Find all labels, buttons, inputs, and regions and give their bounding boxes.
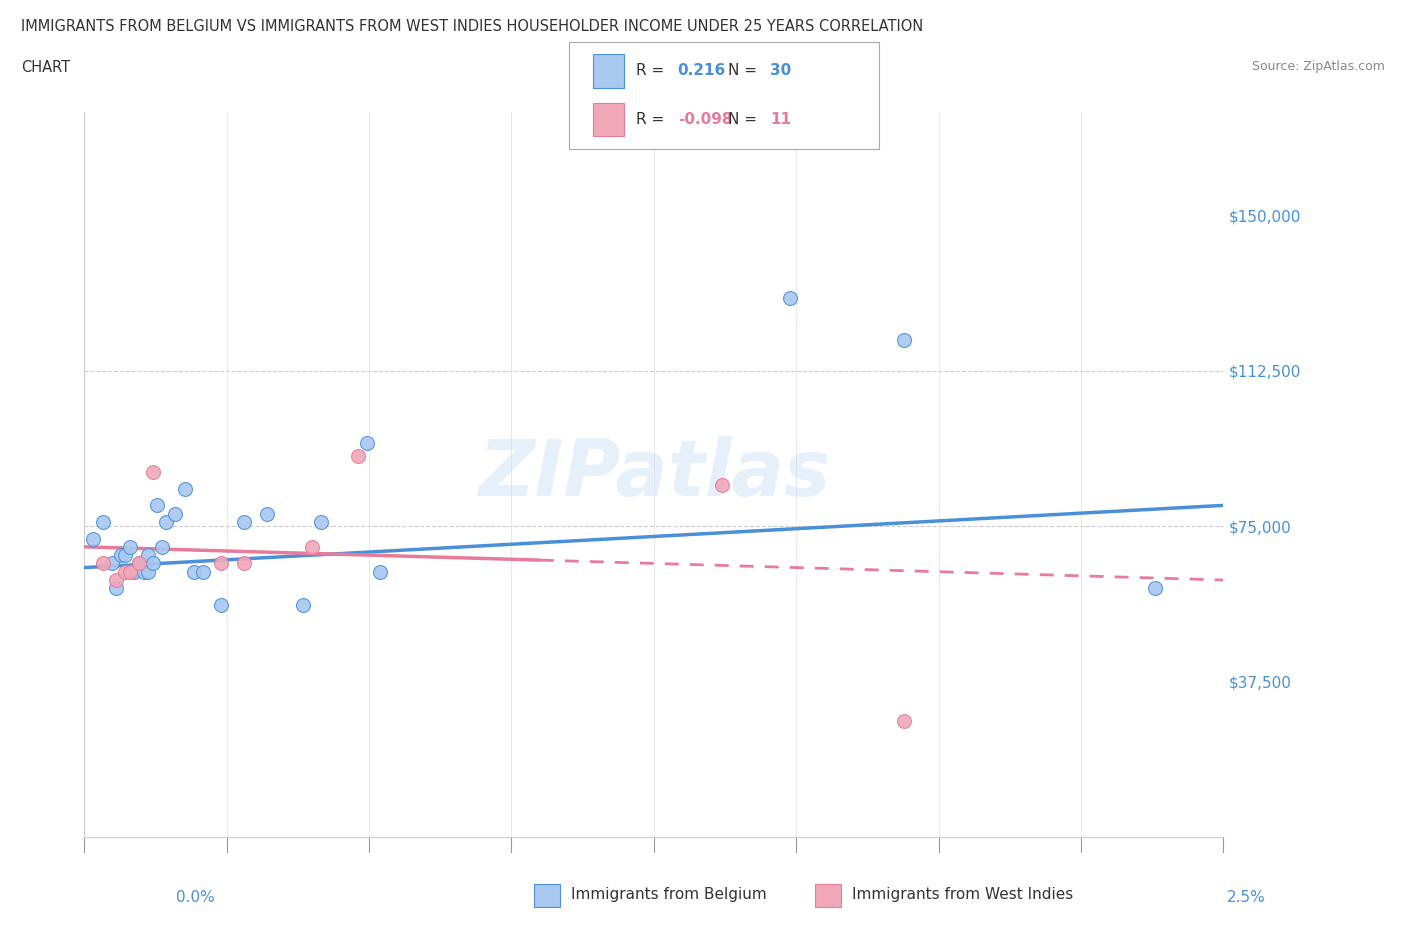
Text: 30: 30	[770, 63, 792, 78]
Text: N =: N =	[728, 113, 762, 127]
Point	[100, 556, 122, 571]
Point	[105, 581, 128, 596]
Point	[165, 506, 187, 521]
Text: 2.5%: 2.5%	[1226, 890, 1265, 905]
Text: N =: N =	[728, 63, 762, 78]
Point	[146, 498, 169, 512]
Point	[124, 565, 146, 579]
Text: R =: R =	[636, 113, 669, 127]
Point	[346, 448, 368, 463]
Point	[183, 565, 205, 579]
Text: Immigrants from West Indies: Immigrants from West Indies	[852, 887, 1073, 902]
Point	[142, 556, 165, 571]
Point	[150, 539, 173, 554]
Text: 0.0%: 0.0%	[176, 890, 215, 905]
Point	[82, 531, 104, 546]
Point	[232, 556, 254, 571]
Point	[155, 514, 177, 529]
Point	[370, 565, 392, 579]
Text: Source: ZipAtlas.com: Source: ZipAtlas.com	[1251, 60, 1385, 73]
Text: Immigrants from Belgium: Immigrants from Belgium	[571, 887, 766, 902]
Point	[209, 556, 232, 571]
Point	[893, 713, 915, 728]
Point	[1143, 581, 1166, 596]
Point	[91, 514, 114, 529]
Point	[711, 477, 734, 492]
Text: CHART: CHART	[21, 60, 70, 75]
Point	[136, 548, 159, 563]
Text: 11: 11	[770, 113, 792, 127]
Text: IMMIGRANTS FROM BELGIUM VS IMMIGRANTS FROM WEST INDIES HOUSEHOLDER INCOME UNDER : IMMIGRANTS FROM BELGIUM VS IMMIGRANTS FR…	[21, 19, 924, 33]
Point	[356, 436, 378, 451]
Point	[256, 506, 278, 521]
Point	[136, 565, 159, 579]
Point	[114, 565, 136, 579]
Text: R =: R =	[636, 63, 669, 78]
Text: -0.098: -0.098	[678, 113, 733, 127]
Point	[142, 465, 165, 480]
Point	[779, 291, 801, 306]
Point	[91, 556, 114, 571]
Point	[209, 597, 232, 612]
Point	[128, 556, 150, 571]
Text: ZIPatlas: ZIPatlas	[478, 436, 830, 512]
Text: 0.216: 0.216	[678, 63, 725, 78]
Point	[132, 565, 155, 579]
Point	[114, 548, 136, 563]
Point	[128, 556, 150, 571]
Point	[232, 514, 254, 529]
Point	[118, 565, 141, 579]
Point	[173, 482, 195, 497]
Point	[191, 565, 214, 579]
Point	[105, 573, 128, 588]
Point	[292, 597, 315, 612]
Point	[110, 548, 132, 563]
Point	[301, 539, 323, 554]
Point	[309, 514, 332, 529]
Point	[893, 332, 915, 347]
Point	[118, 539, 141, 554]
